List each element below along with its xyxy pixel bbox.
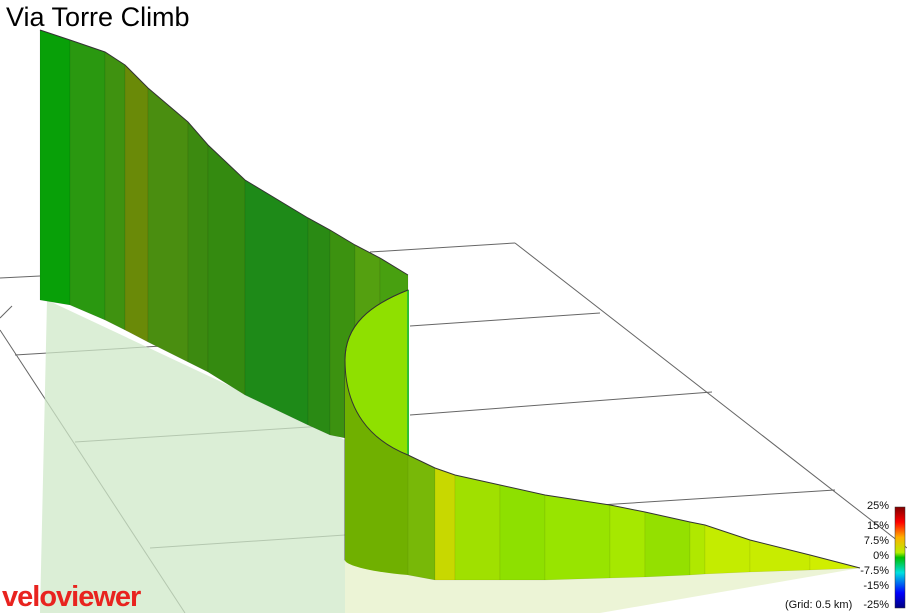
ribbon-strip [307, 217, 331, 436]
ribbon-strip [244, 179, 309, 426]
ribbon-strip [749, 539, 811, 573]
ribbon [39, 29, 861, 581]
ribbon-strip [544, 494, 611, 581]
ribbon-strip [104, 51, 126, 331]
ribbon-strip [207, 144, 246, 396]
ribbon-strip [689, 521, 706, 576]
ribbon-strip [644, 511, 691, 578]
ribbon-strip [39, 29, 71, 306]
ribbon-strip [69, 39, 106, 321]
legend-label: -25% [863, 599, 889, 611]
grid-note: (Grid: 0.5 km) [785, 599, 852, 611]
ribbon-strip [609, 504, 646, 579]
logo: veloviewer [2, 581, 141, 613]
ribbon-edge [39, 29, 409, 276]
ribbon-strip [407, 454, 436, 581]
legend-label: 25% [867, 500, 889, 512]
ribbon-strip [187, 121, 209, 373]
legend-label: 7.5% [864, 535, 889, 547]
gradient-scale [894, 506, 906, 609]
ribbon-strip [124, 64, 149, 343]
ribbon-strip [147, 87, 189, 363]
ribbon-strip [434, 467, 456, 581]
legend-label: -15% [863, 580, 889, 592]
legend-label: 0% [873, 550, 889, 562]
ribbon-strip [454, 474, 501, 581]
legend-label: -7.5% [860, 565, 889, 577]
title: Via Torre Climb [6, 2, 190, 32]
ribbon-edge [344, 289, 409, 456]
legend-label: 15% [867, 520, 889, 532]
ribbon-edge [407, 454, 861, 569]
ribbon-turn-inner [345, 360, 408, 575]
ribbon-strip [499, 484, 546, 581]
